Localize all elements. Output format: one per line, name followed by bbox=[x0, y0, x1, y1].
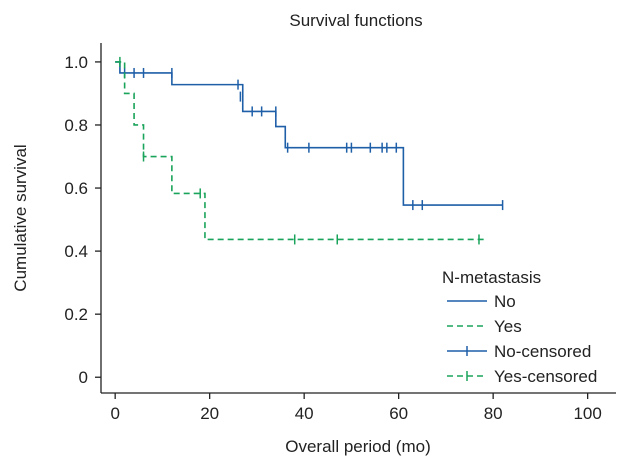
legend-entry-1: Yes bbox=[494, 317, 522, 336]
y-tick-label: 0.8 bbox=[64, 116, 88, 135]
x-tick-label: 0 bbox=[110, 404, 119, 423]
x-tick-label: 60 bbox=[389, 404, 408, 423]
x-tick-label: 100 bbox=[573, 404, 601, 423]
y-tick-label: 0.4 bbox=[64, 242, 88, 261]
chart-title: Survival functions bbox=[289, 11, 422, 30]
x-axis-label: Overall period (mo) bbox=[285, 437, 431, 456]
legend: N-metastasis No Yes No-censored Yes-censored bbox=[442, 268, 597, 386]
series-line-no bbox=[115, 61, 503, 206]
y-axis-label: Cumulative survival bbox=[11, 144, 30, 291]
legend-entry-0: No bbox=[494, 292, 516, 311]
axes: 0 20 40 60 80 100 0 0.2 0.4 0.6 0.8 1.0 bbox=[64, 43, 616, 423]
y-tick-label: 0.2 bbox=[64, 305, 88, 324]
y-tick-label: 0.6 bbox=[64, 179, 88, 198]
series-line-yes bbox=[115, 61, 484, 241]
legend-entry-3: Yes-censored bbox=[494, 367, 597, 386]
legend-title: N-metastasis bbox=[442, 268, 541, 287]
y-tick-label: 0 bbox=[79, 368, 88, 387]
x-tick-label: 80 bbox=[484, 404, 503, 423]
x-tick-label: 20 bbox=[200, 404, 219, 423]
y-tick-label: 1.0 bbox=[64, 53, 88, 72]
legend-entry-2: No-censored bbox=[494, 342, 591, 361]
x-tick-label: 40 bbox=[295, 404, 314, 423]
plot-area bbox=[115, 56, 504, 245]
